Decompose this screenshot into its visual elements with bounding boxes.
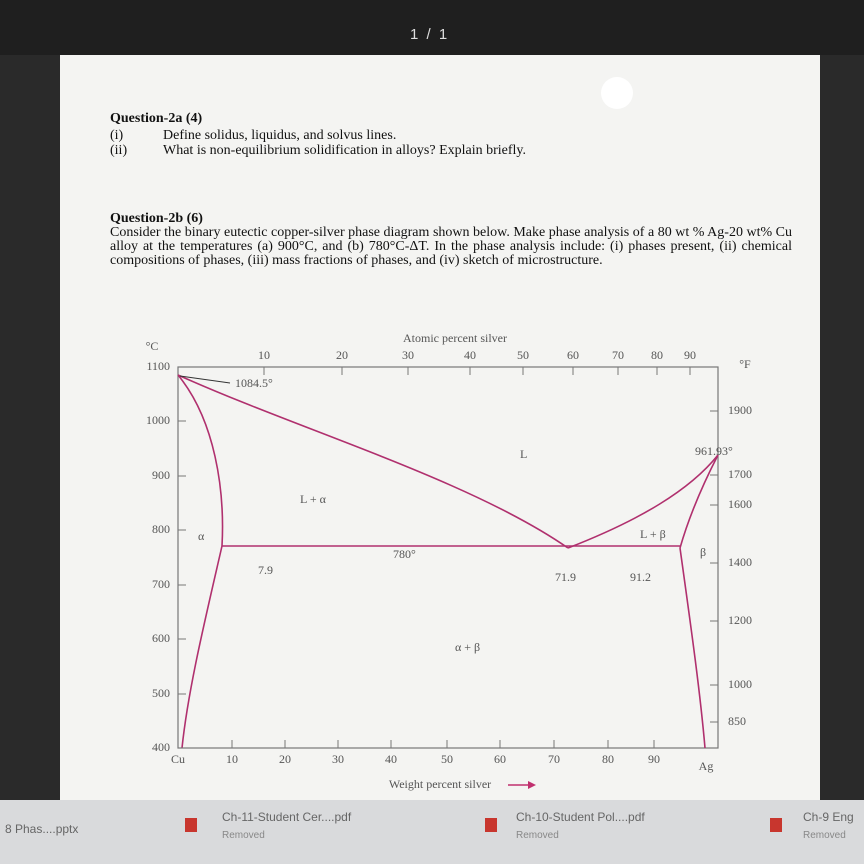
region-label: α + β bbox=[455, 640, 480, 654]
top-tick-label: 80 bbox=[651, 348, 663, 362]
region-label: 961.93° bbox=[695, 444, 733, 458]
unit: °F bbox=[739, 357, 751, 371]
bottom-tick-label: 40 bbox=[385, 752, 397, 766]
solidus-cu bbox=[177, 374, 224, 547]
axis-title: Atomic percent silver bbox=[403, 331, 507, 345]
region-label: L + β bbox=[640, 527, 666, 541]
bottom-tick-label: 60 bbox=[494, 752, 506, 766]
pdf-icon bbox=[185, 818, 197, 832]
question-title: Question-2b (6) bbox=[110, 211, 203, 226]
left-tick-label: 600 bbox=[152, 631, 170, 645]
question-text: Consider the binary eutectic copper-silv… bbox=[110, 225, 792, 268]
item-number: (i) bbox=[110, 128, 124, 143]
right-tick-label: 1700 bbox=[728, 467, 752, 481]
region-label: 91.2 bbox=[630, 570, 651, 584]
right-tick-label: 1600 bbox=[728, 497, 752, 511]
download-status: Removed bbox=[803, 830, 846, 841]
left-tick-label: 700 bbox=[152, 577, 170, 591]
pointer bbox=[179, 375, 231, 384]
solvus-ag bbox=[679, 547, 706, 749]
top-tick-label: 40 bbox=[464, 348, 476, 362]
bottom-tick-label: 30 bbox=[332, 752, 344, 766]
page-indicator: 1 / 1 bbox=[410, 26, 450, 43]
download-bar: 8 Phas....pptx Ch-11-Student Cer....pdf … bbox=[0, 800, 864, 864]
bottom-tick-label: 10 bbox=[226, 752, 238, 766]
top-tick-label: 70 bbox=[612, 348, 624, 362]
region-label: α bbox=[198, 529, 205, 543]
region-label: L bbox=[520, 447, 527, 461]
region-label: 71.9 bbox=[555, 570, 576, 584]
bottom-tick-label: 70 bbox=[548, 752, 560, 766]
download-item[interactable]: 8 Phas....pptx bbox=[5, 822, 79, 836]
unit: °C bbox=[146, 339, 159, 353]
item-text: Define solidus, liquidus, and solvus lin… bbox=[163, 128, 397, 143]
bottom-tick-label: 80 bbox=[602, 752, 614, 766]
question-title: Question-2a (4) bbox=[110, 111, 203, 126]
viewer-toolbar: 1 / 1 bbox=[0, 0, 864, 55]
right-tick-label: 1400 bbox=[728, 555, 752, 569]
item-number: (ii) bbox=[110, 143, 128, 158]
download-status: Removed bbox=[222, 830, 265, 841]
pdf-icon bbox=[770, 818, 782, 832]
left-tick-label: 900 bbox=[152, 468, 170, 482]
right-tick-label: 1900 bbox=[728, 403, 752, 417]
region-label: 7.9 bbox=[258, 563, 273, 577]
phase-diagram: 1100 1000 900 800 700 600 500 400 1900 1700 1600 14… bbox=[146, 77, 752, 791]
bottom-tick-label: 90 bbox=[648, 752, 660, 766]
solidus-ag bbox=[679, 454, 719, 549]
left-tick-label: 400 bbox=[152, 740, 170, 754]
end-label: Cu bbox=[171, 752, 185, 766]
phase-boundaries bbox=[177, 374, 719, 749]
axis-title: Weight percent silver bbox=[389, 777, 491, 791]
top-tick-label: 90 bbox=[684, 348, 696, 362]
item-text: What is non-equilibrium solidification i… bbox=[163, 143, 527, 158]
pdf-page bbox=[60, 55, 820, 800]
right-tick-label: 850 bbox=[728, 714, 746, 728]
liquidus-cu bbox=[177, 374, 569, 549]
left-tick-label: 1100 bbox=[146, 359, 170, 373]
download-status: Removed bbox=[516, 830, 559, 841]
region-label: 1084.5° bbox=[235, 376, 273, 390]
top-tick-label: 60 bbox=[567, 348, 579, 362]
top-tick-label: 10 bbox=[258, 348, 270, 362]
region-label: β bbox=[700, 545, 706, 559]
solvus-cu bbox=[181, 545, 223, 749]
pdf-icon bbox=[485, 818, 497, 832]
top-tick-label: 50 bbox=[517, 348, 529, 362]
liquidus-ag bbox=[567, 454, 719, 549]
top-tick-label: 30 bbox=[402, 348, 414, 362]
region-label: L + α bbox=[300, 492, 327, 506]
download-item[interactable]: Ch-11-Student Cer....pdf bbox=[222, 810, 352, 824]
plot-frame bbox=[177, 366, 719, 749]
right-tick-label: 1000 bbox=[728, 677, 752, 691]
bottom-tick-label: 20 bbox=[279, 752, 291, 766]
region-label: 780° bbox=[393, 547, 416, 561]
download-item[interactable]: Ch-10-Student Pol....pdf bbox=[516, 810, 645, 824]
cursor-glare bbox=[601, 77, 633, 109]
top-tick-label: 20 bbox=[336, 348, 348, 362]
right-tick-label: 1200 bbox=[728, 613, 752, 627]
download-item[interactable]: Ch-9 Eng bbox=[803, 810, 854, 824]
end-label: Ag bbox=[699, 759, 714, 773]
bottom-tick-label: 50 bbox=[441, 752, 453, 766]
left-tick-label: 500 bbox=[152, 686, 170, 700]
left-tick-label: 1000 bbox=[146, 413, 170, 427]
arrow-head bbox=[528, 781, 536, 789]
left-tick-label: 800 bbox=[152, 522, 170, 536]
